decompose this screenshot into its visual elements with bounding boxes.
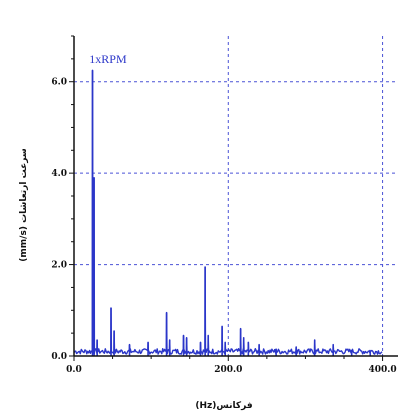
y-tick-label: 4.0 xyxy=(51,169,67,179)
y-axis-label: سرعت ارتعاشات (mm/s) xyxy=(19,148,29,262)
annotation-1xrpm: 1xRPM xyxy=(89,52,127,66)
axes xyxy=(73,36,398,357)
spectrum-series xyxy=(73,69,383,356)
y-tick-label: 2.0 xyxy=(51,261,67,271)
annotations: 1xRPM xyxy=(89,52,127,66)
grid-lines xyxy=(74,36,398,356)
ticks: 0.0 2.0 4.0 6.0 0.0 200.0 400.0 xyxy=(51,35,397,375)
x-axis-label: فرکانس(Hz) xyxy=(195,401,252,411)
x-tick-label: 0.0 xyxy=(66,365,82,375)
y-tick-label: 6.0 xyxy=(51,78,67,88)
x-tick-label: 200.0 xyxy=(214,365,242,375)
y-tick-label: 0.0 xyxy=(51,352,67,362)
x-tick-label: 400.0 xyxy=(368,365,396,375)
